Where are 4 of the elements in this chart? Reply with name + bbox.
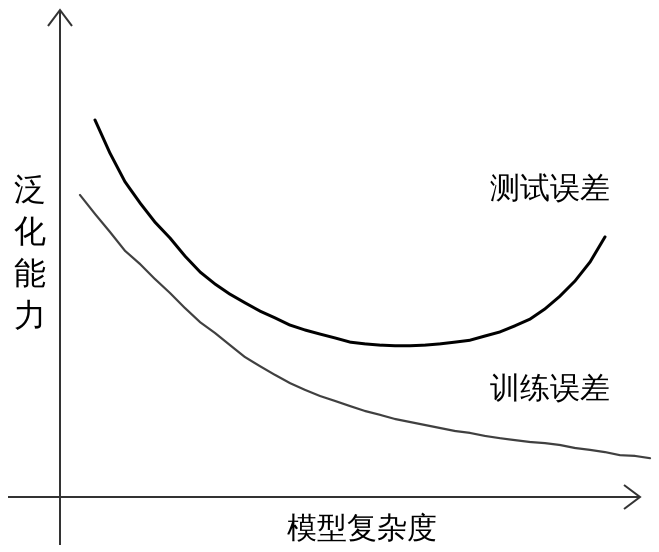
y-axis-title: 泛化能力: [14, 170, 46, 334]
series-label: 训练误差: [490, 371, 610, 406]
x-axis-title: 模型复杂度: [287, 511, 437, 546]
series-label: 测试误差: [490, 171, 610, 206]
